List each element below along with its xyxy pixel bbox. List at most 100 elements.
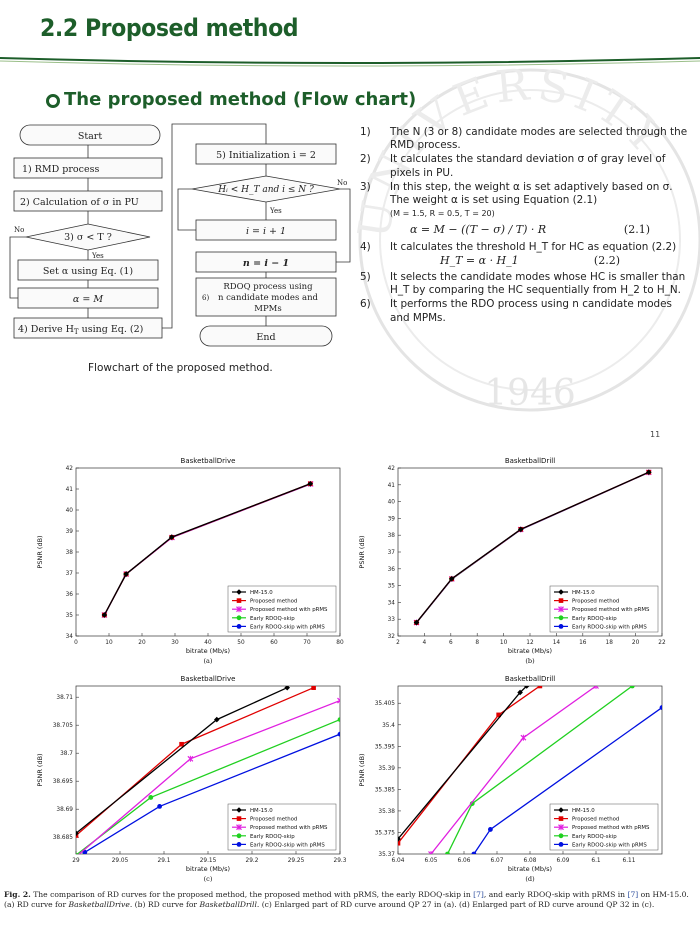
data-point: [471, 851, 477, 854]
y-tick-label: 38.71: [56, 695, 73, 701]
caption-ref: [7]: [473, 890, 484, 899]
caption-ref: [7]: [627, 890, 639, 899]
chart-title: BasketballDrive: [181, 457, 236, 465]
y-tick-label: 41: [388, 483, 396, 489]
equation-body: H_T = α · H_1: [440, 253, 519, 267]
caption-label: Fig. 2.: [4, 890, 31, 899]
y-tick-label: 32: [388, 634, 396, 640]
data-point: [520, 734, 527, 741]
flow-derive-ht-label: 4) Derive HT using Eq. (2): [18, 324, 143, 336]
y-axis-label: PSNR (dB): [358, 753, 366, 786]
legend-entry: HM-15.0: [250, 590, 273, 596]
legend-marker: [558, 807, 564, 813]
step-2: 2) It calculates the standard deviation …: [360, 153, 690, 179]
legend-entry: Proposed method: [250, 599, 297, 605]
y-tick-label: 42: [66, 466, 74, 472]
data-point-stroke: [430, 851, 434, 854]
data-point: [523, 686, 530, 689]
y-tick-label: 37: [388, 550, 396, 556]
y-tick-label: 35.375: [375, 830, 396, 836]
x-tick-label: 6.06: [458, 858, 471, 864]
flow-sigma-label: 2) Calculation of σ in PU: [20, 197, 139, 208]
x-tick-label: 4: [423, 640, 427, 646]
y-tick-label: 38.695: [53, 779, 74, 785]
plot-area: [76, 686, 340, 854]
y-tick-label: 33: [388, 617, 396, 623]
data-point: [168, 534, 175, 540]
data-point: [284, 686, 290, 691]
data-point: [469, 801, 475, 806]
data-point: [123, 571, 129, 577]
x-tick-label: 12: [526, 640, 534, 646]
step-number: 1): [360, 126, 371, 138]
x-tick-label: 6.11: [623, 858, 636, 864]
rd-curve-figure: BasketballDrive bitrate (Mb/s) (a) PSNR (dB…: [36, 457, 666, 883]
legend-entry: Early RDOQ-skip with pRMS: [250, 842, 325, 848]
y-tick-label: 36: [388, 567, 396, 573]
flow-rdoq-line3: MPMs: [254, 304, 282, 314]
x-tick-label: 6: [449, 640, 453, 646]
y-axis-label: PSNR (dB): [36, 535, 44, 568]
y-axis-label: PSNR (dB): [358, 535, 366, 568]
x-tick-label: 6.09: [557, 858, 570, 864]
x-tick-label: 29.1: [158, 858, 171, 864]
data-point: [537, 686, 543, 689]
x-tick-label: 0: [74, 640, 78, 646]
legend-entry: HM-15.0: [250, 808, 273, 814]
y-tick-label: 35: [66, 613, 74, 619]
data-point: [179, 741, 184, 747]
x-axis-label: bitrate (Mb/s): [508, 647, 552, 655]
legend-entry: HM-15.0: [572, 808, 595, 814]
step-text: It performs the RDO process using n cand…: [390, 298, 672, 324]
equation-2-2: H_T = α · H_1 (2.2): [390, 254, 690, 267]
legend-entry: Early RDOQ-skip: [572, 834, 617, 840]
data-point: [307, 480, 314, 487]
legend-entry: Proposed method: [572, 599, 619, 605]
legend-marker: [558, 842, 564, 847]
x-tick-label: 6.1: [591, 858, 601, 864]
equation-number: (2.1): [623, 223, 650, 237]
y-tick-label: 39: [66, 529, 74, 535]
plot-area: [413, 469, 652, 626]
data-point: [76, 833, 79, 838]
figure-caption: Fig. 2. The comparison of RD curves for …: [4, 890, 689, 909]
data-point: [398, 836, 401, 842]
y-tick-label: 38.69: [56, 807, 73, 813]
series-line: [415, 471, 650, 623]
flow-yes-label-2: Yes: [269, 207, 282, 215]
panel-label: (d): [525, 875, 535, 883]
legend-entry: Early RDOQ-skip: [572, 616, 617, 622]
x-tick-label: 30: [171, 640, 179, 646]
x-tick-label: 20: [138, 640, 146, 646]
legend-marker: [236, 624, 242, 629]
y-tick-label: 35.395: [375, 744, 396, 750]
step-number: 5): [360, 271, 371, 284]
legend-marker: [558, 624, 564, 629]
step-number: 2): [360, 153, 371, 166]
data-point-stroke: [593, 686, 597, 689]
panel-label: (b): [525, 657, 535, 665]
x-tick-label: 18: [606, 640, 614, 646]
data-point: [629, 686, 635, 689]
flow-rdoq-line1: RDOQ process using: [223, 282, 313, 292]
y-tick-label: 35.405: [375, 701, 396, 707]
legend: HM-15.0 Proposed method Proposed method wi…: [227, 803, 337, 851]
step-4: 4) It calculates the threshold H_T for H…: [360, 241, 690, 270]
y-tick-label: 35.37: [378, 852, 395, 858]
legend-marker: [558, 824, 564, 831]
section-subtitle: The proposed method (Flow chart): [64, 89, 417, 110]
data-point: [148, 795, 154, 800]
step-text: It calculates the standard deviation σ o…: [390, 153, 666, 179]
legend-entry: Early RDOQ-skip with pRMS: [250, 624, 325, 630]
legend-marker: [236, 833, 242, 839]
x-tick-label: 29.15: [200, 858, 217, 864]
legend-marker: [558, 589, 564, 595]
flow-rdoq-line2: n candidate modes and: [218, 293, 319, 303]
legend-marker: [236, 606, 242, 613]
x-tick-label: 29.3: [334, 858, 347, 864]
seal-year: 1946: [484, 373, 576, 414]
x-axis-label: bitrate (Mb/s): [186, 865, 230, 873]
x-tick-label: 10: [500, 640, 508, 646]
flow-no-label: No: [14, 226, 24, 234]
data-point: [517, 526, 524, 533]
